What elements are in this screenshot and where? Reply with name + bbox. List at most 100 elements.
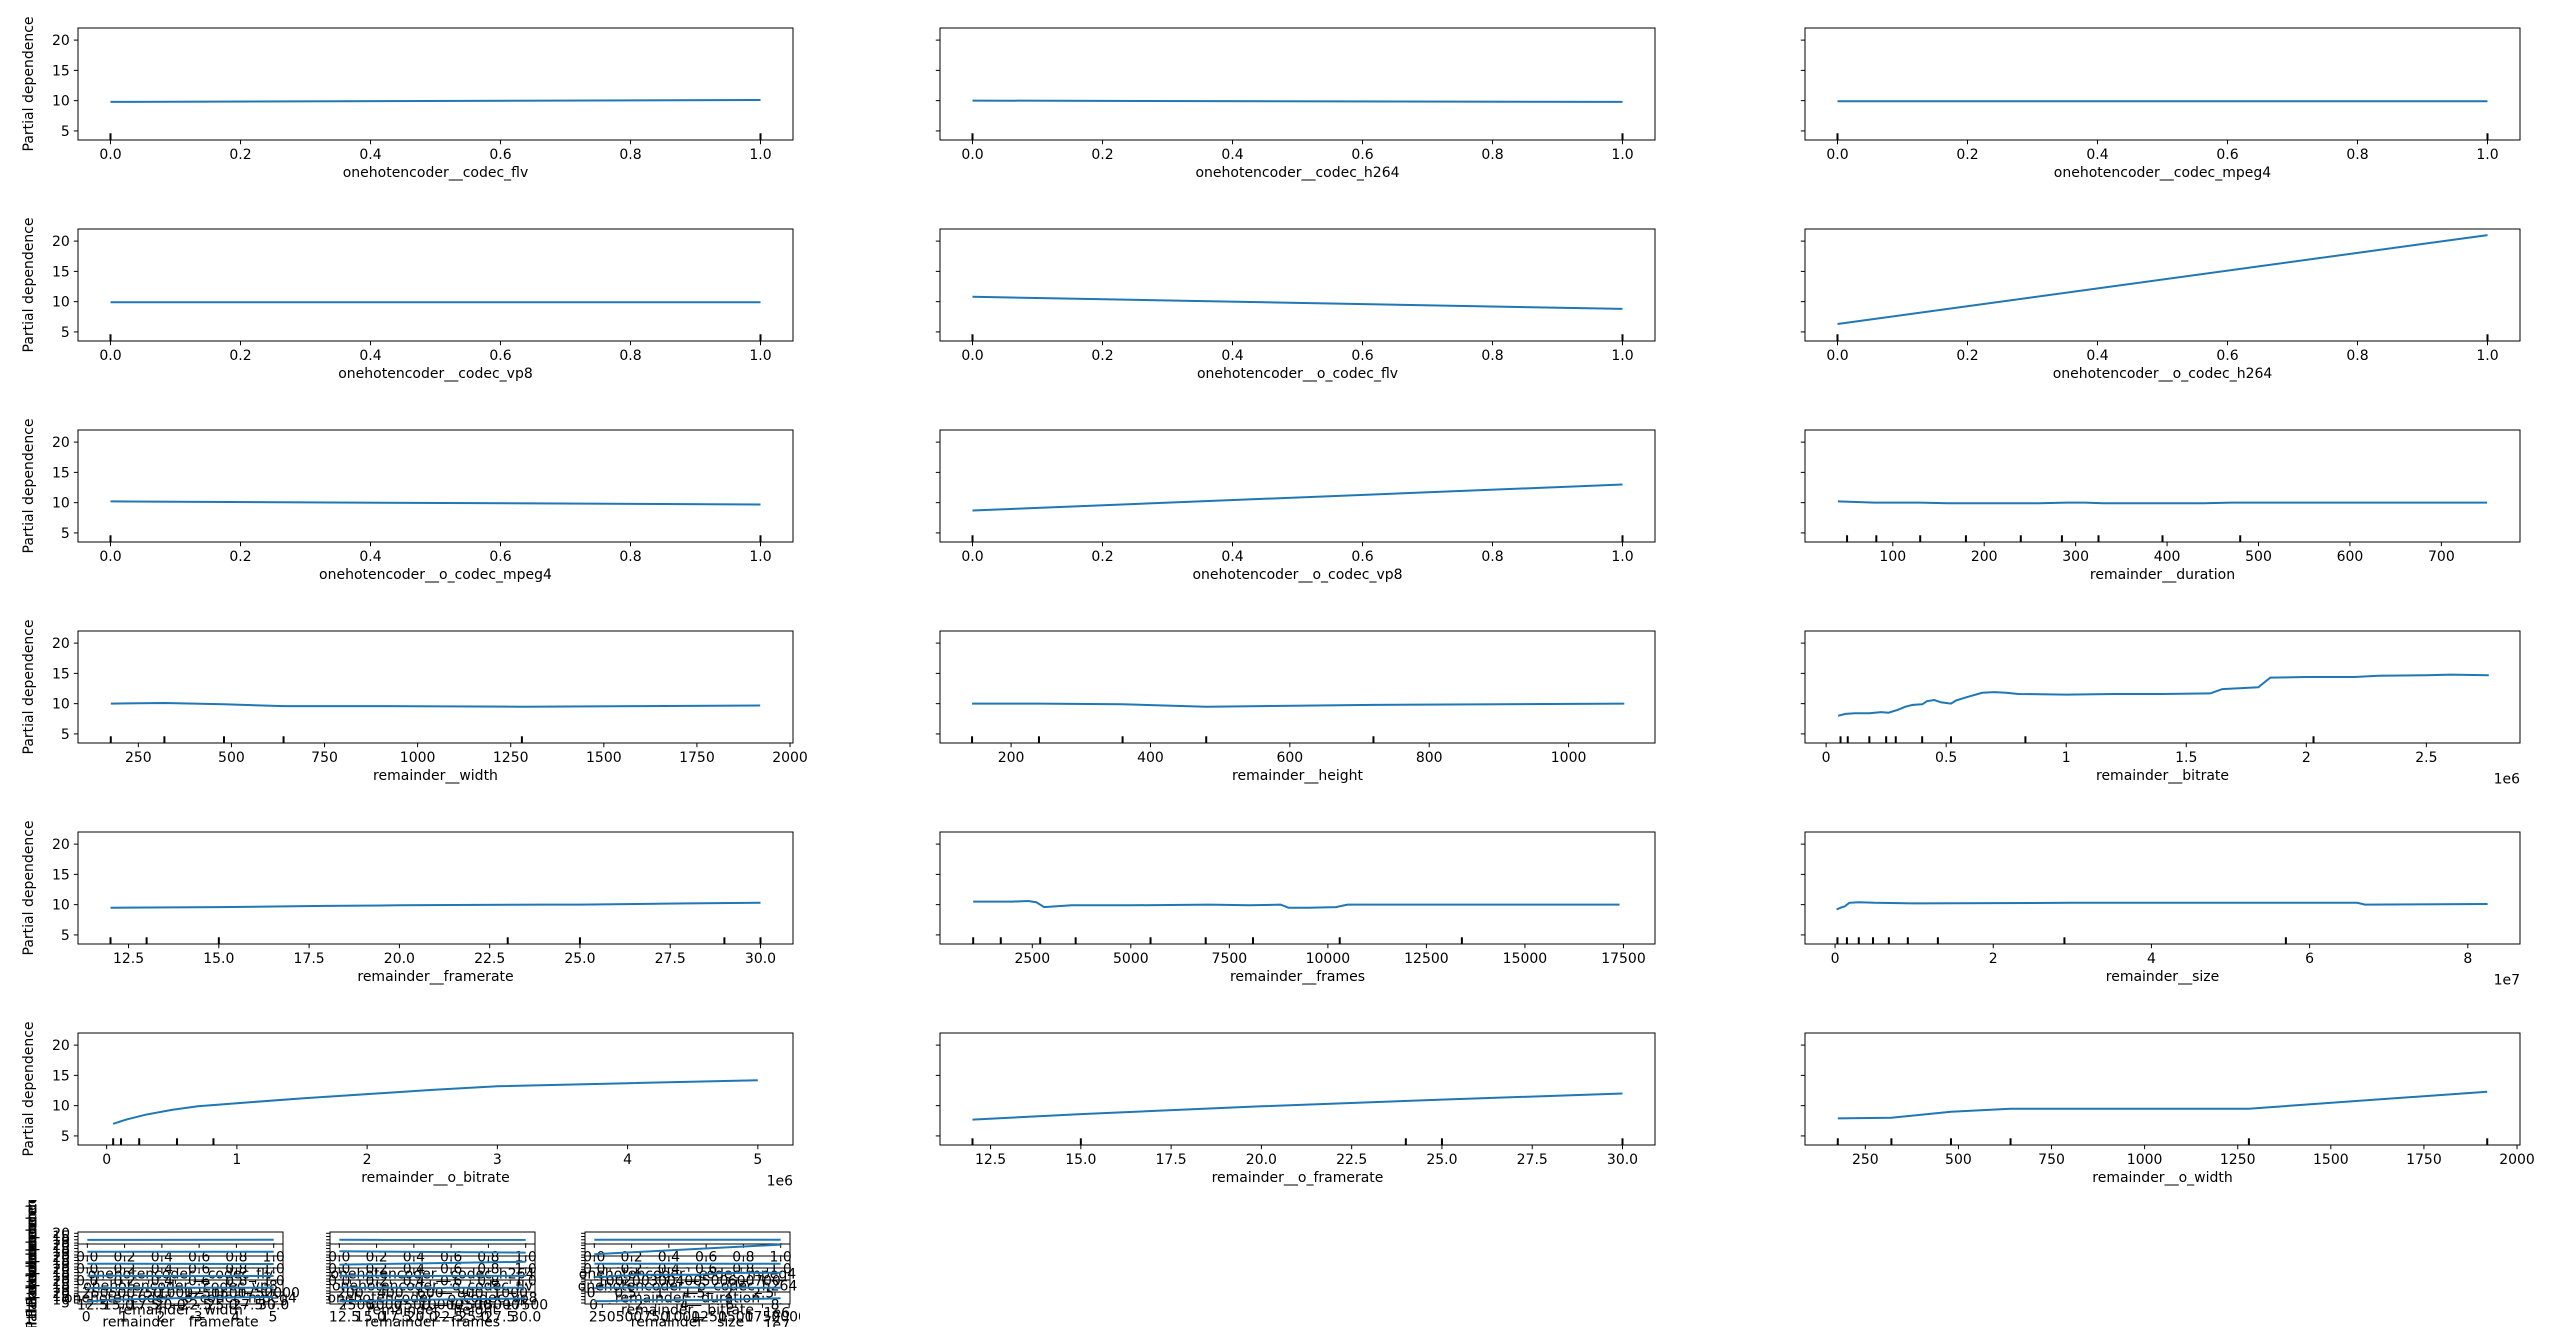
- x-tick-label: 1250: [493, 750, 529, 766]
- x-axis-label: remainder__bitrate: [2096, 768, 2229, 784]
- y-tick-label: 15: [52, 465, 70, 481]
- x-tick-label: 1.0: [749, 549, 771, 565]
- x-axis-label: remainder__o_bitrate: [361, 1170, 510, 1186]
- x-tick-label: 1750: [2406, 1152, 2442, 1168]
- x-tick-label: 2: [635, 1298, 644, 1314]
- x-tick-label: 1.0: [1611, 348, 1633, 364]
- y-tick-label: 15: [52, 1277, 70, 1293]
- x-tick-label: 0.8: [225, 1274, 247, 1290]
- pd-panel-18: 250 500 750 1000 1250 1500 1750 2000 remainder__…: [1800, 1032, 2535, 1186]
- x-tick-label: 12.5: [975, 1152, 1006, 1168]
- x-offset-label: 1e6: [2494, 772, 2521, 788]
- x-tick-label: 2: [156, 1310, 165, 1326]
- x-tick-label: 27.5: [232, 1298, 263, 1314]
- x-tick-label: 1750: [745, 1310, 781, 1326]
- panel-frame: [1804, 630, 2521, 744]
- x-tick-label: 30.0: [258, 1298, 289, 1314]
- x-tick-label: 25.0: [458, 1310, 489, 1326]
- pd-panel-16: 5 10 15 20 Partial dependence 0 1 2 3 4 5 remainder…: [21, 1021, 794, 1190]
- y-tick-label: 20: [52, 1274, 70, 1290]
- x-tick-label: 750: [2038, 1152, 2065, 1168]
- y-tick-label: 15: [52, 1289, 70, 1305]
- panel-frame: [939, 27, 1656, 141]
- x-axis-label: onehotencoder__codec_h264: [330, 1266, 534, 1282]
- panel-frame: [77, 27, 794, 141]
- x-tick-label: 800: [457, 1286, 484, 1302]
- y-axis-label: Partial dependence: [24, 1200, 40, 1306]
- x-tick-label: 600: [728, 1274, 755, 1290]
- x-tick-label: 0.6: [2216, 147, 2238, 163]
- x-tick-label: 1.0: [515, 1274, 537, 1290]
- x-tick-label: 30.0: [745, 951, 776, 967]
- panel-frame: [77, 1291, 284, 1305]
- pd-line: [1837, 500, 2488, 505]
- x-tick-label: 2: [2302, 750, 2311, 766]
- y-tick-label: 20: [52, 1262, 70, 1278]
- pd-line: [112, 1079, 758, 1125]
- y-tick-label: 10: [52, 1256, 70, 1272]
- x-tick-label: 0.2: [229, 348, 251, 364]
- x-tick-label: 0.8: [2346, 348, 2368, 364]
- pd-panel-15: 0 2 4 6 8 remainder__size 1e7: [581, 1279, 791, 1327]
- y-tick-label: 5: [61, 928, 70, 944]
- x-tick-label: 1.0: [2476, 147, 2498, 163]
- y-tick-label: 20: [52, 837, 70, 853]
- x-axis-label: onehotencoder__o_codec_flv: [1197, 366, 1398, 382]
- x-tick-label: 600: [1276, 750, 1303, 766]
- x-tick-label: 5: [753, 1152, 762, 1168]
- x-tick-label: 1000: [400, 750, 436, 766]
- pd-panel-2: 0.0 0.2 0.4 0.6 0.8 1.0 onehotencoder__codec_h…: [935, 27, 1656, 181]
- x-tick-label: 700: [2428, 549, 2455, 565]
- y-tick-label: 15: [52, 1068, 70, 1084]
- x-axis-label: onehotencoder__o_codec_vp8: [327, 1290, 537, 1306]
- x-axis-label: remainder__framerate: [102, 1314, 258, 1327]
- x-axis-label: remainder__width: [118, 1302, 243, 1318]
- panel-frame: [329, 1231, 536, 1245]
- x-tick-label: 1500: [586, 750, 622, 766]
- x-tick-label: 1.0: [263, 1274, 285, 1290]
- pd-panel-17: 12.515.017.520.022.525.027.530.0 remainde…: [326, 1291, 541, 1327]
- x-tick-label: 1: [655, 1286, 664, 1302]
- pd-line: [87, 1296, 273, 1303]
- x-tick-label: 22.5: [180, 1298, 211, 1314]
- x-axis-label: onehotencoder__o_codec_h264: [578, 1278, 798, 1294]
- panel-frame: [939, 831, 1656, 945]
- y-axis-label: Partial dependence: [24, 1200, 40, 1318]
- x-tick-label: 500: [702, 1274, 729, 1290]
- x-tick-label: 600: [2337, 549, 2364, 565]
- x-tick-label: 1.0: [749, 147, 771, 163]
- pd-panel-10: 5 10 15 20 Partial dependence 250 500 750 1000 12…: [21, 619, 808, 784]
- x-tick-label: 0.0: [961, 549, 983, 565]
- x-tick-label: 0: [589, 1298, 598, 1314]
- pd-panel-11: 200 400 600 800 1000 remainder__height: [935, 630, 1656, 784]
- x-tick-label: 0.2: [1091, 348, 1113, 364]
- x-tick-label: 4: [623, 1152, 632, 1168]
- y-axis-label: Partial dependence: [21, 1021, 37, 1156]
- x-tick-label: 0.6: [188, 1274, 210, 1290]
- x-tick-label: 250: [82, 1286, 109, 1302]
- x-tick-label: 6: [2305, 951, 2314, 967]
- x-tick-label: 0.4: [658, 1262, 680, 1278]
- panel-frame: [77, 831, 794, 945]
- x-tick-label: 0: [102, 1152, 111, 1168]
- x-tick-label: 15.0: [203, 951, 234, 967]
- x-tick-label: 0.2: [1091, 549, 1113, 565]
- y-tick-label: 15: [52, 1253, 70, 1269]
- x-tick-label: 1750: [679, 750, 715, 766]
- x-tick-label: 12500: [447, 1298, 492, 1314]
- panel-frame: [77, 1231, 284, 1245]
- x-tick-label: 0.6: [2216, 348, 2238, 364]
- panel-frame: [1804, 831, 2521, 945]
- x-tick-label: 0.2: [620, 1262, 642, 1278]
- x-tick-label: 0.0: [1826, 348, 1848, 364]
- pd-line: [110, 99, 761, 103]
- x-tick-label: 12500: [1404, 951, 1449, 967]
- pd-line: [339, 1260, 526, 1266]
- x-tick-label: 600: [417, 1286, 444, 1302]
- pd-line: [110, 901, 761, 909]
- x-axis-label: onehotencoder__codec_h264: [1195, 165, 1399, 181]
- pd-line: [594, 1243, 781, 1256]
- pd-panel-5: 0.0 0.2 0.4 0.6 0.8 1.0 onehotencoder__o_codec…: [935, 228, 1656, 382]
